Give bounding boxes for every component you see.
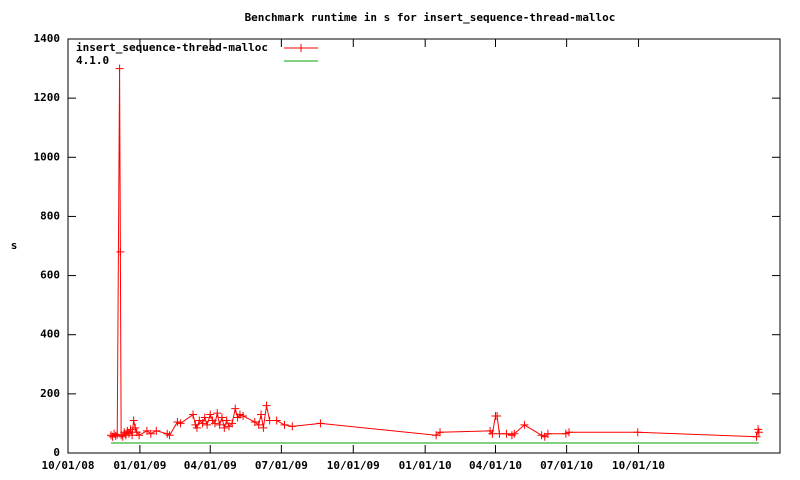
point-marker [126, 425, 135, 434]
point-marker [520, 420, 529, 429]
y-tick-label: 1000 [34, 150, 61, 163]
point-marker [316, 419, 325, 428]
point-marker [135, 431, 144, 440]
y-tick-label: 1400 [34, 32, 61, 45]
point-marker [203, 420, 212, 429]
plot-border [67, 38, 781, 454]
y-tick-label: 600 [40, 269, 60, 282]
point-marker [192, 423, 201, 432]
x-tick-label: 04/01/10 [469, 459, 522, 472]
y-tick-label: 0 [53, 446, 60, 459]
point-marker [206, 410, 215, 419]
legend-label: insert_sequence-thread-malloc [76, 41, 268, 54]
chart-title: Benchmark runtime in s for insert_sequen… [245, 11, 616, 24]
legend-marker [297, 44, 305, 52]
y-tick-label: 1200 [34, 91, 61, 104]
point-marker [543, 429, 552, 438]
y-axis-label: s [11, 239, 18, 252]
y-tick-label: 200 [40, 387, 60, 400]
point-marker [217, 413, 226, 422]
point-marker [222, 416, 231, 425]
point-marker [115, 64, 124, 73]
point-marker [213, 409, 222, 418]
point-marker [198, 419, 207, 428]
legend-label: 4.1.0 [76, 54, 109, 67]
point-marker [493, 412, 502, 421]
y-tick-label: 800 [40, 209, 60, 222]
x-tick-label: 10/01/10 [612, 459, 665, 472]
y-tick-label: 400 [40, 328, 60, 341]
x-tick-label: 01/01/10 [399, 459, 452, 472]
point-marker [495, 429, 504, 438]
point-marker [254, 420, 263, 429]
point-marker [265, 416, 274, 425]
point-marker [259, 423, 268, 432]
point-marker [510, 429, 519, 438]
point-marker [189, 410, 198, 419]
x-tick-label: 07/01/09 [255, 459, 308, 472]
point-marker [262, 401, 271, 410]
point-marker [165, 431, 174, 440]
point-marker [116, 247, 125, 256]
point-marker [129, 416, 138, 425]
point-marker [176, 419, 185, 428]
point-marker [754, 428, 763, 437]
series-line [110, 68, 760, 438]
point-marker [228, 419, 237, 428]
point-marker [220, 423, 229, 432]
point-marker [111, 431, 120, 440]
point-marker [131, 423, 140, 432]
point-marker [239, 412, 248, 421]
x-tick-label: 04/01/09 [184, 459, 237, 472]
point-marker [146, 429, 155, 438]
point-marker [436, 428, 445, 437]
x-tick-label: 10/01/09 [327, 459, 380, 472]
point-marker [152, 426, 161, 435]
point-marker [633, 428, 642, 437]
point-marker [231, 404, 240, 413]
x-tick-label: 01/01/09 [113, 459, 166, 472]
x-tick-label: 07/01/10 [540, 459, 593, 472]
point-marker [488, 429, 497, 438]
x-tick-label: 10/01/08 [42, 459, 95, 472]
point-marker [210, 419, 219, 428]
point-marker [502, 429, 511, 438]
point-marker [272, 416, 281, 425]
point-marker [200, 413, 209, 422]
point-marker [752, 432, 761, 441]
point-marker [215, 420, 224, 429]
point-marker [280, 420, 289, 429]
point-marker [564, 428, 573, 437]
point-marker [113, 430, 122, 439]
point-marker [128, 431, 137, 440]
point-marker [257, 410, 266, 419]
point-marker [288, 422, 297, 431]
